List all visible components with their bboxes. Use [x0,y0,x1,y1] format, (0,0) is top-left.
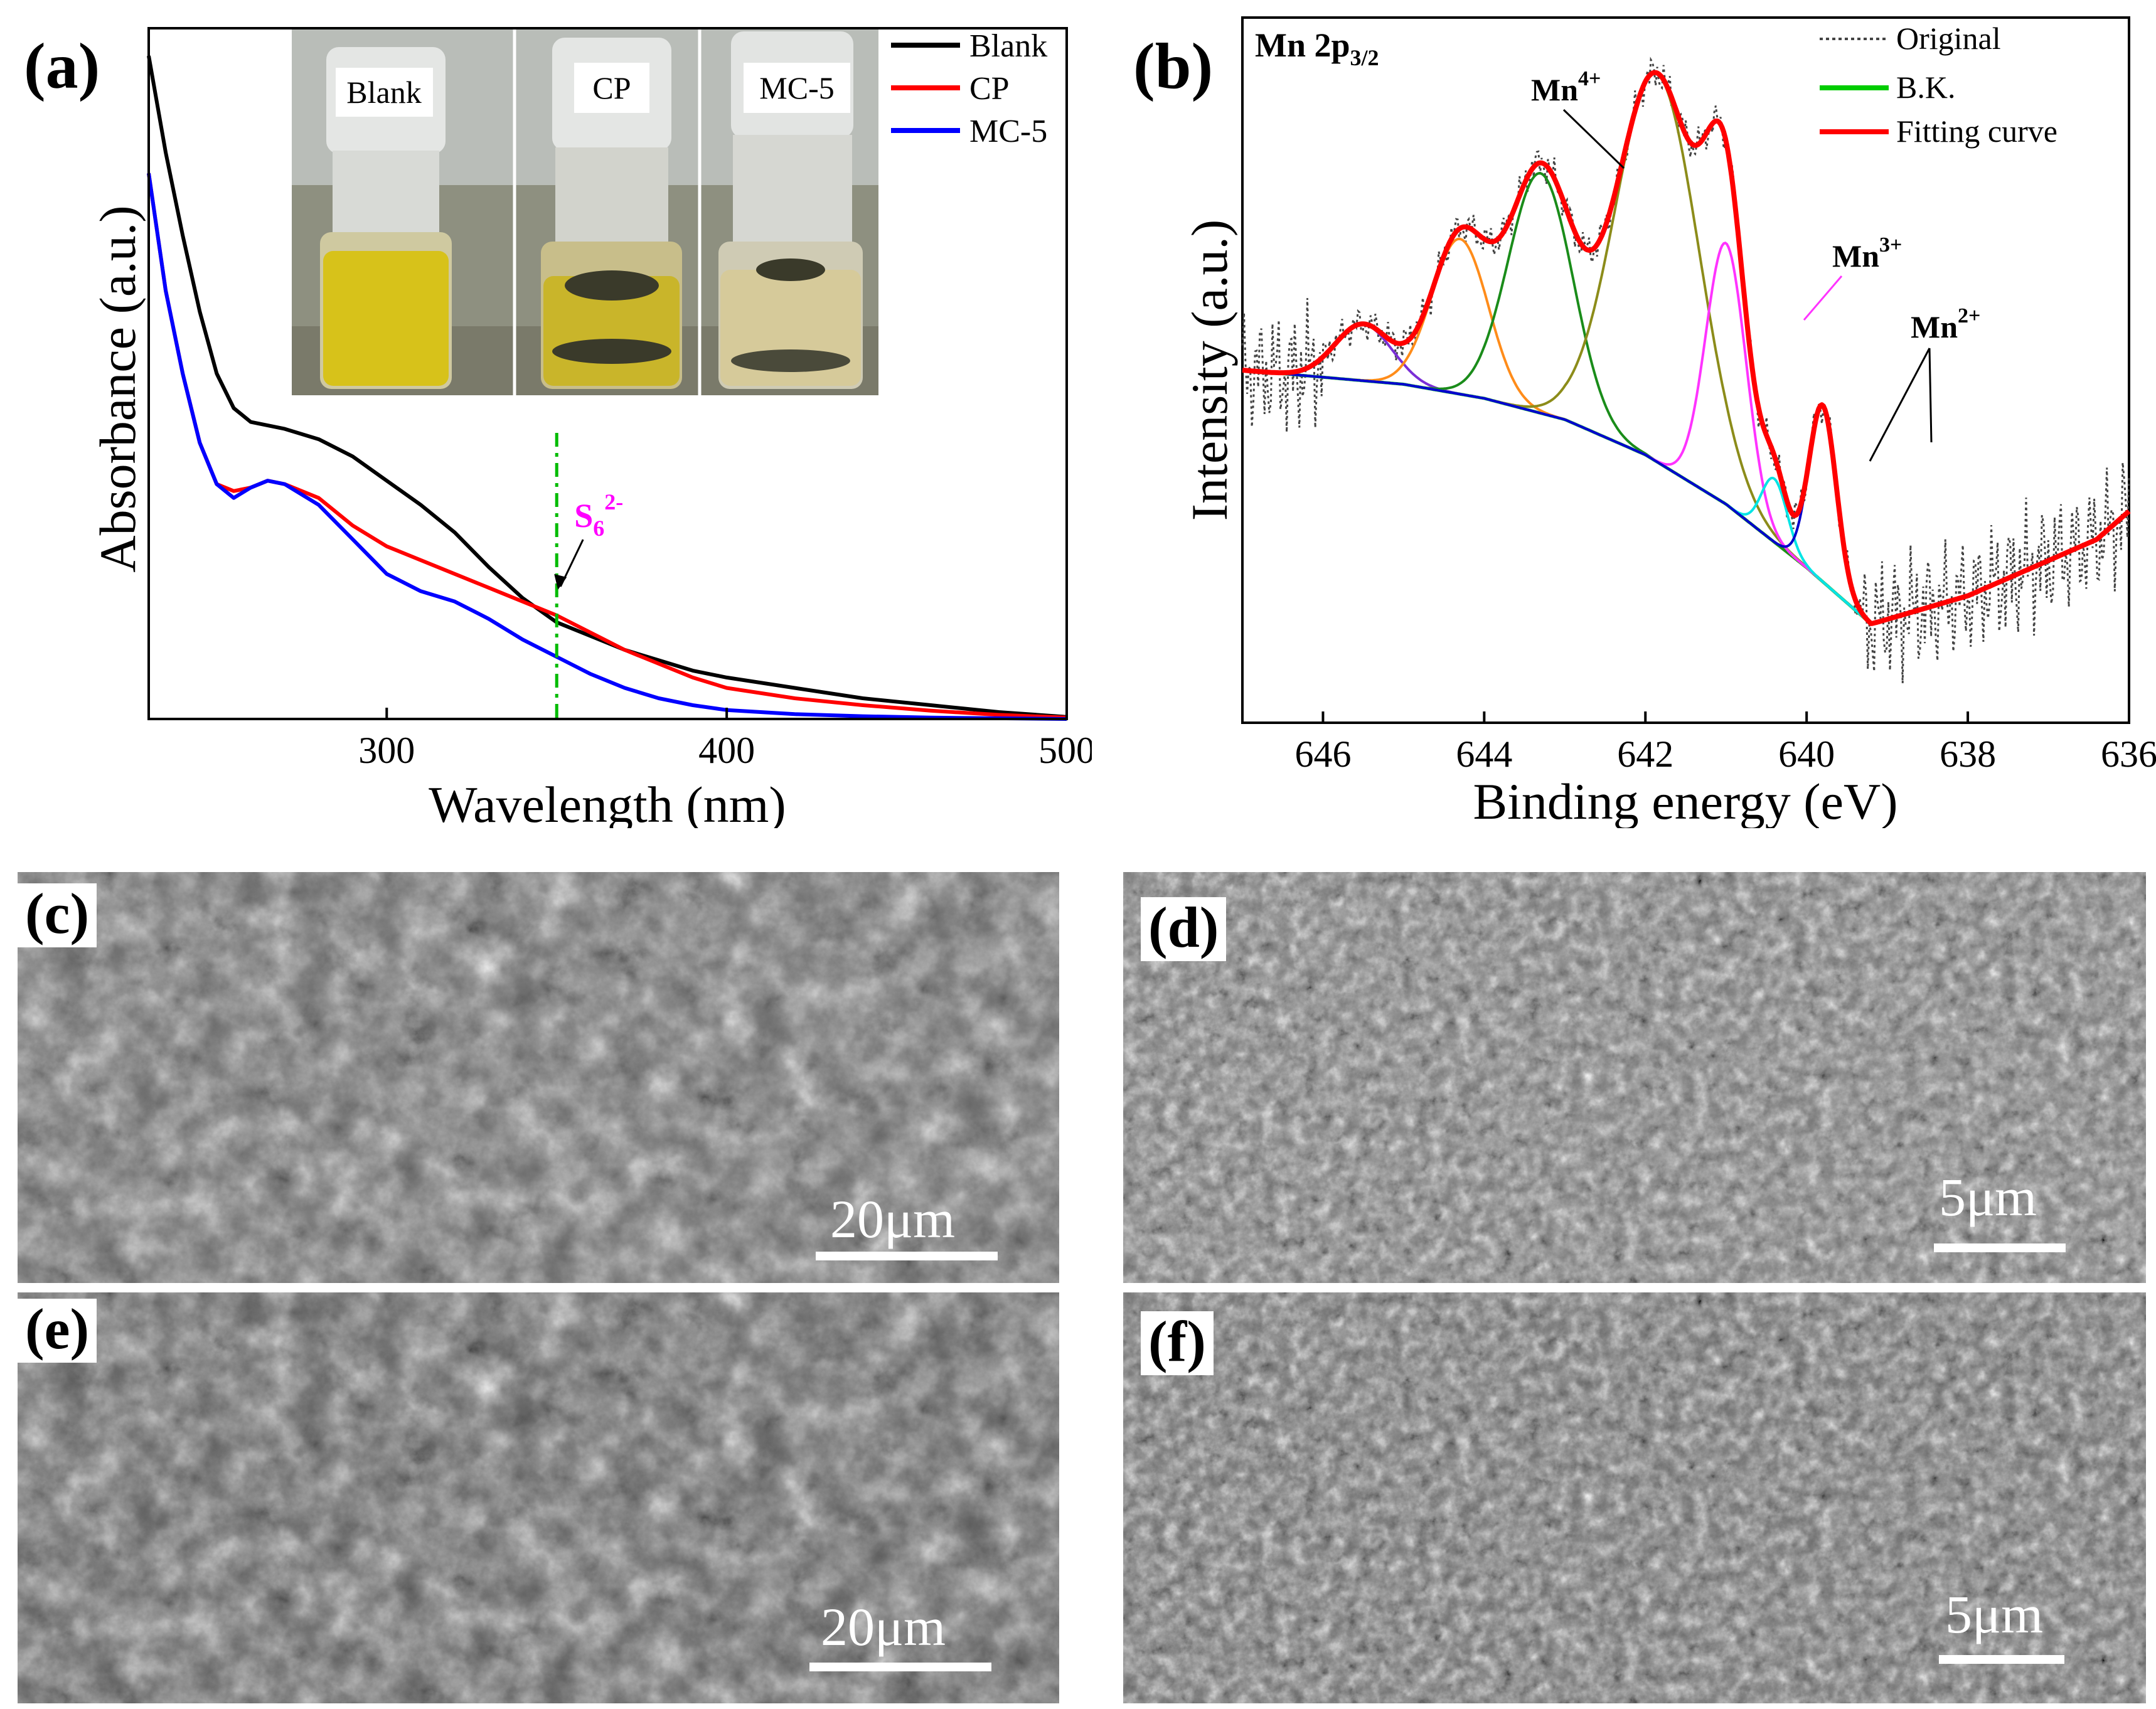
x-tick-label-646: 646 [1294,733,1351,775]
panel-b-title: Mn 2p3/2 [1255,26,1379,70]
sem-image-c [18,872,1059,1283]
sem-label-c: (c) [18,883,97,947]
inset-label-mc5: MC-5 [759,70,834,105]
label-mn3: Mn3+ [1832,233,1902,274]
panel-a-uv-vis-chart: (a) Blank CP [24,27,1092,828]
x-tick-label-400: 400 [698,730,755,771]
panel-a-series [147,55,1067,721]
panel-b-ylabel: Intensity (a.u.) [1181,220,1238,521]
s6-subscript: 6 [593,516,604,541]
peak-645.5-component-line [1242,322,2130,626]
series-blank-line [147,55,1067,719]
legend-blank: Blank [969,28,1047,64]
panel-a-legend: Blank CP MC-5 [891,28,1047,149]
sem-panel-c: (c) 20μm [18,872,1059,1283]
series-mc-5-line [147,173,1067,721]
legend-fitting-curve: Fitting curve [1896,114,2057,149]
sem-panel-e: (e) 20μm [18,1292,1059,1703]
panel-b-legend: Original B.K. Fitting curve [1820,21,2057,149]
panel-a-s6-annotation: S62- [554,433,623,719]
sem-label-e: (e) [18,1299,97,1363]
peak-644.3-component-line [1242,237,2130,626]
original-data-line [1241,56,2130,684]
svg-text:S62-: S62- [574,489,623,541]
legend-bk: B.K. [1896,70,1955,105]
inset-label-cp: CP [592,70,631,105]
legend-mc5: MC-5 [969,114,1047,149]
scale-text-c: 20μm [830,1189,956,1249]
fitting-curve-line [1241,70,2131,626]
panel-a-ylabel: Absorbance (a.u.) [89,205,146,572]
scale-text-d: 5μm [1939,1167,2037,1227]
sem-panel-f: (f) 5μm [1123,1292,2146,1703]
x-tick-label-640: 640 [1778,733,1835,775]
sem-label-f: (f) [1141,1311,1214,1375]
s6-superscript: 2- [604,489,623,514]
inset-label-blank: Blank [346,75,421,110]
peak-641.0-component-line [1242,241,2130,626]
panel-b-x-ticks: 646 644 642 640 638 636 [1294,711,2156,775]
sem-image-e [18,1292,1059,1703]
label-mn4: Mn4+ [1531,67,1601,107]
panel-a-label: (a) [24,30,100,102]
panel-a-x-ticks: 300 400 500 [358,708,1092,771]
x-tick-label-300: 300 [358,730,415,771]
sem-label-d: (d) [1141,897,1227,961]
scale-text-e: 20μm [821,1597,946,1657]
panel-b-label: (b) [1133,30,1213,102]
peak-643.3-component-line [1242,172,2130,626]
label-mn2: Mn2+ [1911,304,1980,344]
scale-bar-d [1934,1243,2066,1252]
panel-b-peak-labels: Mn4+ Mn3+ Mn2+ [1531,67,1980,462]
scale-text-f: 5μm [1945,1584,2044,1644]
s6-symbol: S [574,497,593,535]
scale-bar-e [809,1663,991,1671]
scale-bar-c [816,1252,998,1260]
x-tick-label-642: 642 [1617,733,1673,775]
peak-641.85-component-line [1242,72,2130,626]
panel-a-xlabel: Wavelength (nm) [429,776,786,828]
sem-panel-d: (d) 5μm [1123,872,2146,1283]
panel-a-inset-photo: Blank CP MC-5 [292,28,878,395]
panel-b-series [1241,56,2131,684]
x-tick-label-500: 500 [1038,730,1092,771]
sem-image-f [1123,1292,2146,1703]
panel-b-xlabel: Binding energy (eV) [1473,773,1897,828]
legend-original: Original [1896,21,2001,56]
scale-bar-f [1939,1655,2064,1664]
panel-b-xps-chart: (b) Mn 2p3/2 646 644 642 640 638 636 Binding … [1133,16,2156,828]
x-tick-label-644: 644 [1456,733,1512,775]
x-tick-label-636: 636 [2101,733,2156,775]
panel-a-plot-frame [147,27,1068,720]
sem-image-d [1123,872,2146,1283]
legend-cp: CP [969,71,1010,107]
x-tick-label-638: 638 [1940,733,1996,775]
